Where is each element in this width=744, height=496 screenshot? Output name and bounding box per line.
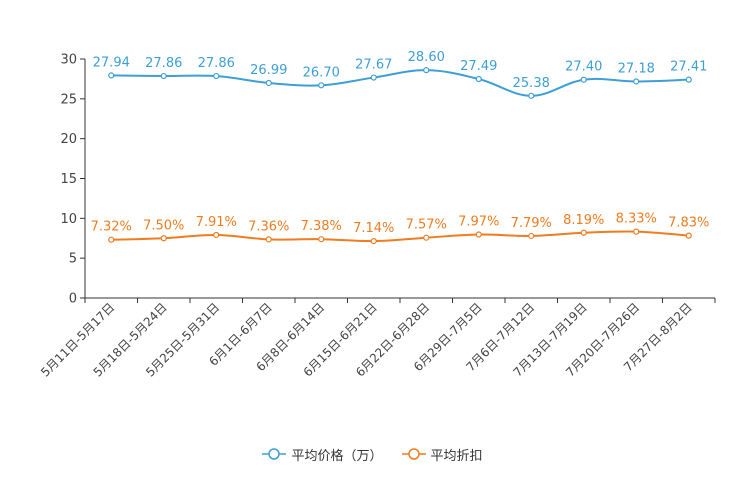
- data-point: [475, 75, 482, 83]
- data-label: 28.60: [408, 50, 445, 65]
- data-label: 27.86: [145, 56, 182, 71]
- data-label: 7.97%: [458, 215, 499, 230]
- data-point: [475, 231, 482, 238]
- data-point: [633, 228, 640, 235]
- data-label: 26.99: [250, 63, 287, 78]
- data-point: [160, 235, 167, 242]
- data-label: 7.14%: [353, 221, 394, 236]
- data-point: [160, 72, 167, 80]
- data-point: [528, 92, 535, 99]
- y-tick-label: 30: [60, 53, 77, 68]
- data-point: [423, 67, 430, 74]
- data-label: 27.49: [460, 59, 497, 74]
- series-line-0: [111, 69, 689, 97]
- data-label: 7.32%: [91, 220, 132, 235]
- data-label: 7.83%: [668, 216, 709, 231]
- data-label: 25.38: [513, 76, 550, 91]
- y-tick-label: 0: [69, 292, 77, 307]
- data-label: 27.86: [198, 56, 235, 71]
- data-point: [685, 232, 692, 239]
- y-tick-label: 15: [60, 172, 77, 187]
- data-point: [685, 76, 692, 83]
- data-label: 27.41: [670, 60, 707, 75]
- data-point: [318, 236, 325, 243]
- line-chart: 0510152025305月11日-5月17日5月18日-5月24日5月25日-…: [38, 50, 716, 380]
- data-label: 8.33%: [616, 212, 657, 227]
- data-point: [370, 74, 377, 81]
- data-point: [108, 72, 115, 79]
- data-point: [580, 76, 587, 83]
- legend-marker-discount-icon: [401, 448, 426, 460]
- legend-label-price: 平均价格（万）: [291, 448, 383, 464]
- data-label: 7.79%: [511, 216, 552, 231]
- data-label: 7.50%: [143, 218, 184, 233]
- data-label: 7.57%: [406, 218, 447, 233]
- legend-item-price[interactable]: 平均价格（万）: [261, 444, 383, 464]
- y-tick-label: 20: [60, 132, 77, 147]
- data-label: 26.70: [303, 65, 340, 80]
- data-point: [423, 234, 430, 241]
- data-point: [370, 238, 377, 245]
- data-point: [265, 79, 272, 87]
- legend-label-discount: 平均折扣: [430, 448, 483, 464]
- y-tick-label: 5: [69, 252, 77, 267]
- data-label: 27.40: [565, 60, 602, 75]
- chart-legend: 平均价格（万） 平均折扣: [0, 444, 744, 464]
- data-point: [265, 236, 272, 243]
- data-point: [213, 72, 220, 80]
- data-point: [528, 232, 535, 240]
- legend-item-discount[interactable]: 平均折扣: [401, 444, 483, 464]
- data-point: [580, 229, 587, 236]
- series-line-1: [111, 230, 689, 243]
- data-point: [108, 236, 115, 243]
- y-tick-label: 10: [60, 212, 77, 227]
- data-label: 8.19%: [563, 213, 604, 228]
- data-label: 27.67: [355, 58, 392, 73]
- data-label: 27.94: [93, 55, 130, 70]
- data-label: 27.18: [618, 61, 655, 76]
- data-label: 7.36%: [248, 219, 289, 234]
- legend-marker-price-icon: [262, 448, 287, 460]
- y-tick-label: 25: [60, 92, 77, 107]
- data-point: [633, 78, 640, 85]
- data-label: 7.38%: [301, 219, 342, 234]
- data-label: 7.91%: [196, 215, 237, 230]
- data-point: [213, 231, 220, 239]
- data-point: [318, 82, 325, 89]
